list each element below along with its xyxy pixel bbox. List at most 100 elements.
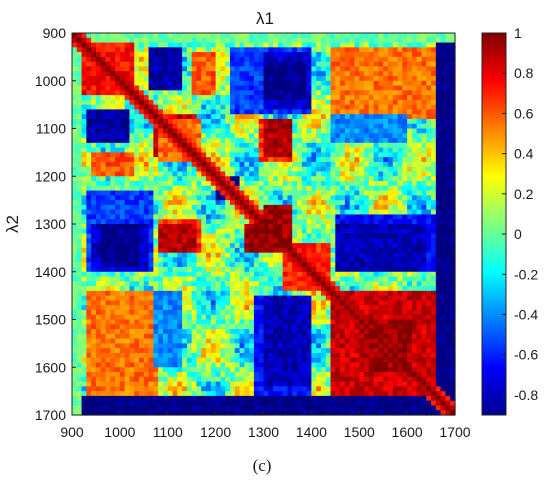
heatmap-cell — [359, 362, 365, 368]
heatmap-cell — [277, 47, 284, 53]
heatmap-cell — [220, 75, 226, 82]
heatmap-cell — [206, 305, 212, 311]
heatmap-cell — [297, 391, 303, 397]
heatmap-cell — [158, 138, 164, 144]
heatmap-cell — [301, 114, 308, 120]
heatmap-cell — [359, 161, 365, 168]
heatmap-cell — [115, 200, 121, 206]
heatmap-cell — [335, 372, 341, 378]
heatmap-cell — [316, 276, 322, 282]
heatmap-cell — [143, 209, 150, 216]
heatmap-cell — [158, 37, 164, 44]
heatmap-cell — [119, 219, 126, 225]
heatmap-cell — [344, 410, 351, 416]
heatmap-cell — [287, 42, 293, 48]
heatmap-cell — [115, 286, 121, 292]
heatmap-cell — [273, 410, 279, 416]
heatmap-cell — [134, 286, 140, 292]
heatmap-cell — [335, 71, 341, 77]
heatmap-cell — [239, 290, 245, 297]
heatmap-cell — [105, 214, 111, 220]
heatmap-cell — [210, 219, 217, 225]
heatmap-cell — [110, 305, 116, 311]
heatmap-cell — [105, 352, 111, 359]
heatmap-cell — [249, 319, 255, 325]
heatmap-cell — [119, 386, 126, 392]
heatmap-cell — [306, 314, 312, 321]
heatmap-cell — [196, 305, 202, 311]
heatmap-cell — [186, 333, 193, 340]
heatmap-cell — [287, 152, 293, 158]
heatmap-cell — [364, 405, 370, 411]
heatmap-cell — [215, 348, 222, 354]
heatmap-cell — [320, 185, 327, 192]
heatmap-cell — [139, 276, 145, 282]
heatmap-cell — [325, 214, 332, 220]
heatmap-cell — [167, 281, 174, 287]
heatmap-cell — [311, 219, 317, 225]
heatmap-cell — [253, 214, 260, 220]
heatmap-cell — [91, 362, 97, 368]
heatmap-cell — [206, 348, 212, 354]
heatmap-cell — [158, 109, 164, 115]
heatmap-cell — [349, 66, 356, 72]
heatmap-cell — [268, 228, 274, 235]
heatmap-cell — [191, 367, 198, 373]
heatmap-cell — [344, 66, 351, 72]
heatmap-cell — [206, 109, 212, 115]
heatmap-cell — [191, 362, 198, 368]
heatmap-cell — [191, 123, 198, 130]
heatmap-cell — [91, 329, 97, 335]
heatmap-cell — [110, 176, 116, 182]
heatmap-cell — [76, 300, 83, 306]
heatmap-cell — [215, 176, 222, 182]
heatmap-cell — [86, 181, 92, 187]
heatmap-cell — [76, 152, 83, 158]
heatmap-cell — [153, 200, 159, 206]
heatmap-cell — [306, 295, 312, 302]
heatmap-cell — [249, 348, 255, 354]
heatmap-cell — [220, 176, 226, 182]
heatmap-cell — [316, 157, 322, 163]
heatmap-cell — [134, 305, 140, 311]
heatmap-cell — [253, 395, 260, 402]
heatmap-cell — [177, 319, 183, 325]
heatmap-cell — [320, 295, 327, 302]
heatmap-cell — [201, 166, 207, 173]
heatmap-cell — [301, 185, 308, 192]
heatmap-cell — [320, 71, 327, 77]
heatmap-cell — [359, 128, 365, 134]
heatmap-cell — [225, 47, 231, 53]
heatmap-cell — [234, 343, 241, 349]
heatmap-cell — [273, 190, 279, 196]
heatmap-cell — [239, 190, 245, 196]
heatmap-cell — [359, 80, 365, 87]
heatmap-cell — [258, 33, 265, 39]
heatmap-cell — [139, 305, 145, 311]
heatmap-cell — [139, 295, 145, 302]
heatmap-cell — [206, 185, 212, 192]
heatmap-cell — [124, 42, 131, 48]
heatmap-cell — [201, 185, 207, 192]
heatmap-cell — [225, 314, 231, 321]
heatmap-cell — [335, 329, 341, 335]
heatmap-cell — [182, 166, 188, 173]
heatmap-cell — [143, 410, 150, 416]
heatmap-cell — [268, 343, 274, 349]
heatmap-cell — [129, 190, 135, 196]
heatmap-cell — [239, 262, 245, 268]
heatmap-cell — [316, 357, 322, 364]
heatmap-cell — [282, 185, 289, 192]
heatmap-cell — [320, 333, 327, 340]
heatmap-cell — [143, 118, 150, 125]
heatmap-cell — [349, 400, 356, 407]
heatmap-cell — [105, 376, 111, 383]
heatmap-cell — [359, 75, 365, 82]
heatmap-cell — [364, 190, 370, 196]
heatmap-cell — [115, 224, 121, 230]
heatmap-cell — [105, 290, 111, 297]
heatmap-cell — [95, 200, 102, 206]
heatmap-cell — [153, 362, 159, 368]
heatmap-cell — [325, 118, 332, 125]
heatmap-cell — [253, 243, 260, 249]
